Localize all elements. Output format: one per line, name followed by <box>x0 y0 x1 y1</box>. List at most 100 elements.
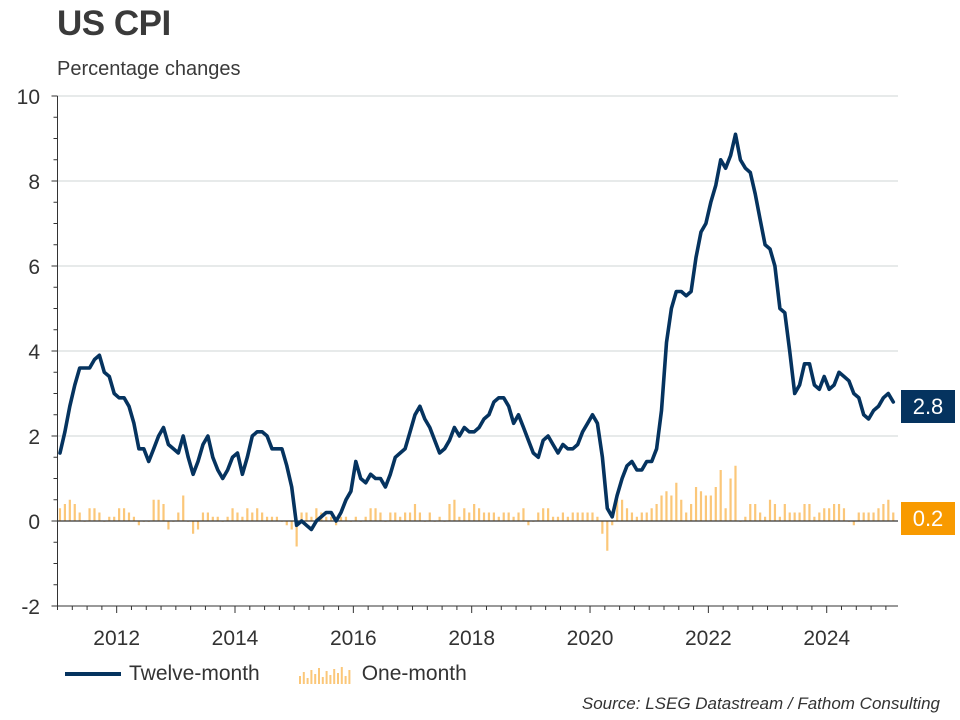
one-month-bars <box>58 465 895 551</box>
one-month-bar <box>773 504 777 521</box>
one-month-bar <box>113 516 116 521</box>
one-month-bar <box>339 516 343 521</box>
y-tick-label: 2 <box>28 426 40 449</box>
one-month-bar <box>330 516 333 521</box>
one-month-bar <box>275 516 279 521</box>
one-month-bar <box>453 499 456 521</box>
y-tick-label: 10 <box>17 86 40 109</box>
legend-bar <box>298 676 301 684</box>
one-month-bar <box>473 504 476 521</box>
legend-twelve-month-swatch <box>65 672 121 676</box>
one-month-bar <box>167 521 170 530</box>
one-month-bar <box>719 470 722 521</box>
legend-bar <box>340 667 343 684</box>
one-month-bar <box>842 508 846 521</box>
one-month-bar <box>137 521 140 526</box>
one-month-bar <box>458 516 461 521</box>
one-month-bar <box>517 512 520 521</box>
source-note: Source: LSEG Datastream / Fathom Consult… <box>581 694 940 713</box>
one-month-bar <box>394 512 397 521</box>
y-tick-label: 0 <box>28 511 40 534</box>
one-month-bar <box>749 504 752 521</box>
one-month-bar <box>374 508 377 521</box>
one-month-bar <box>58 508 62 521</box>
one-month-bar <box>118 508 121 521</box>
one-month-bar <box>132 516 136 521</box>
one-month-bar <box>862 512 865 521</box>
one-month-bar <box>655 504 658 521</box>
one-month-bar <box>448 504 451 521</box>
one-month-bar <box>892 512 895 521</box>
one-month-bar <box>571 512 574 521</box>
legend-bar <box>348 670 351 684</box>
one-month-bar <box>295 521 298 547</box>
one-month-bar <box>418 512 422 521</box>
one-month-bar <box>201 512 205 521</box>
one-month-bar <box>754 504 757 521</box>
one-month-bar <box>704 495 708 521</box>
one-month-bar <box>98 512 101 521</box>
one-month-bar <box>256 508 259 521</box>
one-month-bar <box>808 504 811 521</box>
chart-subtitle: Percentage changes <box>57 58 241 80</box>
one-month-bar <box>783 504 786 521</box>
one-month-bar <box>793 512 796 521</box>
one-month-bar <box>285 521 288 526</box>
legend-bar <box>336 673 339 684</box>
twelve-month-latest-value: 2.8 <box>901 390 955 423</box>
one-month-bar <box>162 504 165 521</box>
one-month-bar <box>818 512 821 521</box>
one-month-bar <box>556 516 560 521</box>
one-month-bar <box>300 512 303 521</box>
one-month-bar <box>813 516 816 521</box>
y-tick-label: -2 <box>21 596 40 619</box>
one-month-bar <box>690 504 693 521</box>
one-month-bar <box>88 508 91 521</box>
one-month-bar <box>127 512 131 521</box>
one-month-bar <box>837 504 841 521</box>
one-month-bar <box>310 516 313 521</box>
one-month-bar <box>823 508 826 521</box>
one-month-bar <box>93 508 96 521</box>
one-month-bar <box>616 499 619 521</box>
one-month-bar <box>611 521 614 526</box>
x-tick-label: 2014 <box>212 627 259 650</box>
x-tick-labels: 2012 2014 2016 2018 2020 2022 2024 <box>93 627 850 650</box>
one-month-bar <box>877 508 880 521</box>
twelve-month-line <box>58 132 896 532</box>
one-month-bar <box>734 465 737 521</box>
gridlines <box>57 95 898 437</box>
one-month-bar <box>542 508 545 521</box>
one-month-bar <box>379 512 382 521</box>
one-month-bar <box>73 504 76 521</box>
one-month-bar <box>512 516 515 521</box>
one-month-bar <box>305 512 308 521</box>
one-month-bar <box>887 499 890 521</box>
one-month-bar <box>625 508 629 521</box>
one-month-bar <box>369 508 372 521</box>
one-month-bar <box>788 512 791 521</box>
one-month-bar <box>591 512 594 521</box>
one-month-bar <box>867 512 870 521</box>
one-month-bar <box>152 499 155 521</box>
one-month-bar <box>566 516 569 521</box>
one-month-bar <box>551 516 555 521</box>
one-month-bar <box>640 512 643 521</box>
x-tick-label: 2012 <box>93 627 140 650</box>
one-month-bar <box>334 521 338 526</box>
y-tick-label: 6 <box>28 256 40 279</box>
one-month-bar <box>265 516 269 521</box>
one-month-bar <box>290 521 293 530</box>
one-month-bar <box>833 504 836 521</box>
one-month-latest-value: 0.2 <box>901 502 955 535</box>
legend-twelve-month-label: Twelve-month <box>129 662 260 685</box>
one-month-bar <box>527 521 530 526</box>
one-month-bar <box>675 482 678 521</box>
legend-one-month-label: One-month <box>361 662 467 685</box>
one-month-bar <box>177 512 180 521</box>
legend-bar <box>332 669 335 684</box>
one-month-bar <box>477 508 481 521</box>
axes <box>51 95 898 613</box>
one-month-bar <box>778 516 781 521</box>
